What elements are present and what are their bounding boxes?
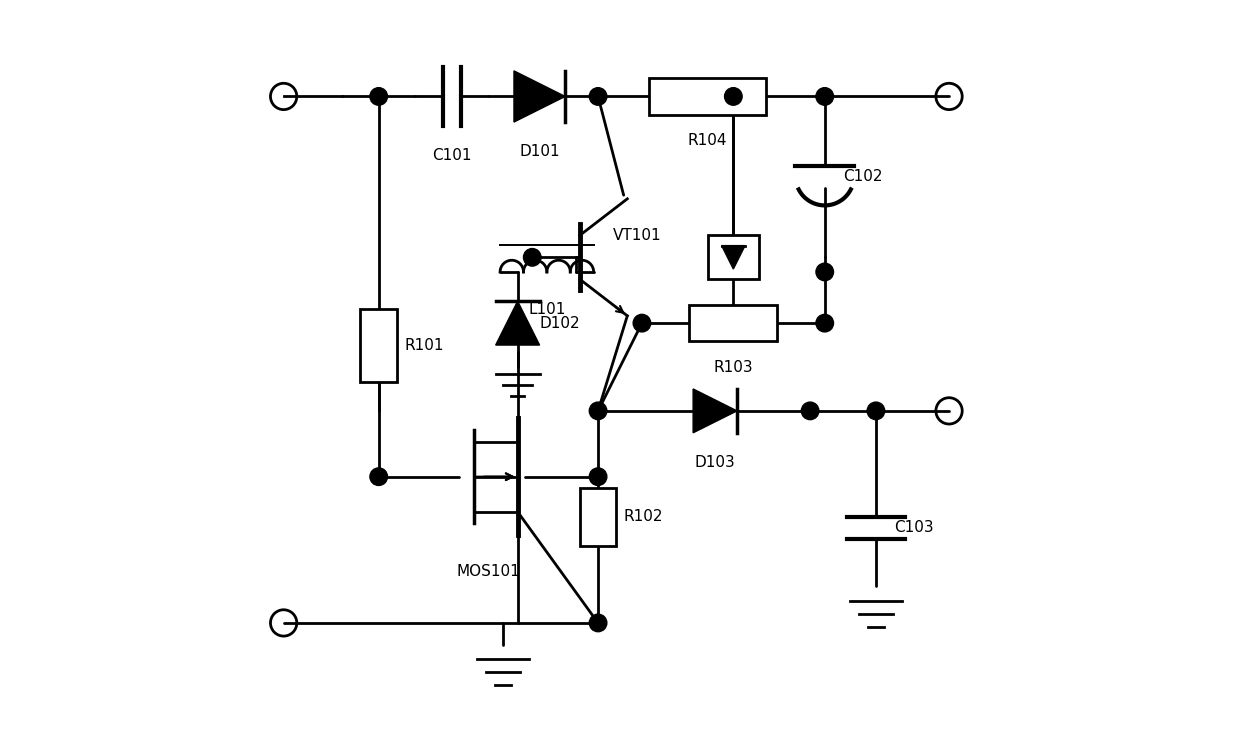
Circle shape — [816, 314, 833, 332]
Polygon shape — [513, 71, 565, 122]
Polygon shape — [722, 246, 745, 269]
Circle shape — [816, 87, 833, 105]
Bar — [708, 236, 759, 279]
Text: MOS101: MOS101 — [456, 564, 521, 579]
Text: D101: D101 — [520, 144, 560, 159]
Circle shape — [724, 87, 742, 105]
Bar — [580, 487, 616, 546]
Text: R101: R101 — [404, 338, 444, 352]
Circle shape — [634, 314, 651, 332]
Bar — [650, 78, 766, 115]
Text: C101: C101 — [432, 148, 471, 163]
Circle shape — [589, 87, 606, 105]
Bar — [689, 305, 777, 341]
Circle shape — [867, 402, 884, 420]
Circle shape — [589, 402, 606, 420]
Text: R103: R103 — [713, 360, 753, 374]
Text: L101: L101 — [528, 302, 565, 317]
Circle shape — [523, 249, 541, 266]
Text: R102: R102 — [624, 509, 663, 524]
Circle shape — [370, 468, 387, 485]
Text: VT101: VT101 — [613, 228, 661, 243]
Text: D102: D102 — [539, 316, 580, 330]
Circle shape — [589, 614, 606, 632]
Polygon shape — [496, 301, 539, 345]
Circle shape — [370, 87, 387, 105]
Text: D103: D103 — [694, 455, 735, 470]
Text: C102: C102 — [843, 170, 883, 184]
Bar — [361, 308, 397, 382]
Circle shape — [816, 264, 833, 280]
Text: R104: R104 — [688, 133, 728, 148]
Polygon shape — [693, 389, 737, 433]
Circle shape — [801, 402, 818, 420]
Circle shape — [589, 468, 606, 485]
Text: C103: C103 — [894, 520, 934, 535]
